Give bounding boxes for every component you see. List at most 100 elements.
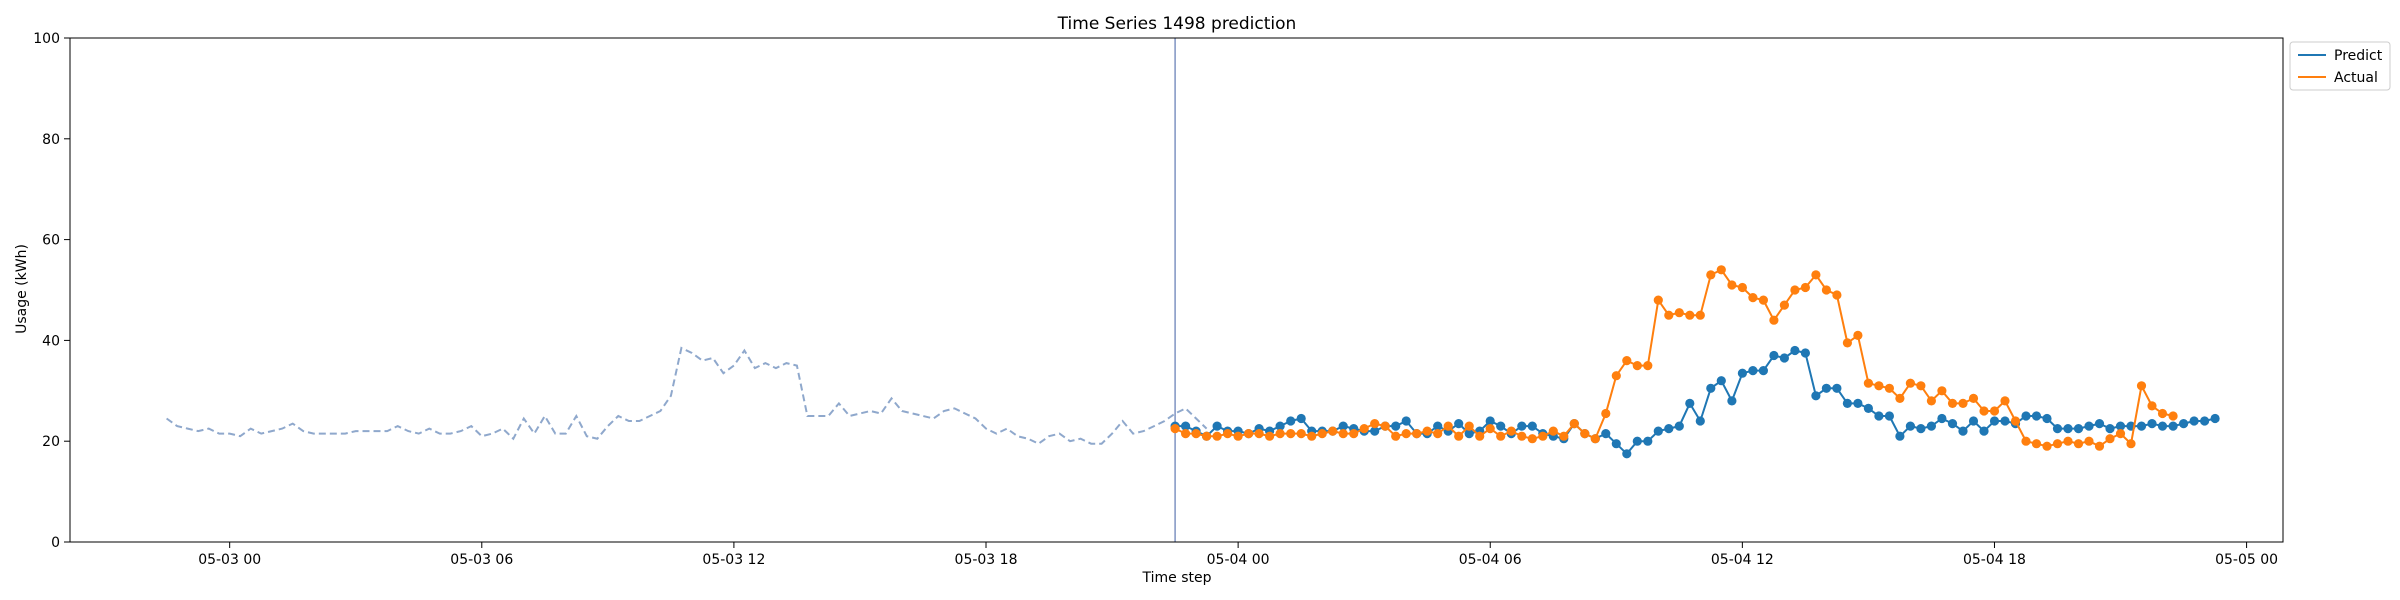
data-point	[1853, 398, 1863, 408]
data-point	[1779, 353, 1789, 363]
data-point	[1674, 421, 1684, 431]
data-point	[1632, 436, 1642, 446]
data-point	[2179, 419, 2189, 429]
data-point	[1307, 431, 1317, 441]
data-point	[1412, 429, 1422, 439]
data-point	[1947, 398, 1958, 408]
data-point	[1800, 348, 1810, 358]
data-point	[2021, 411, 2031, 421]
data-point	[1538, 431, 1548, 441]
data-point	[2157, 408, 2168, 419]
y-tick-label: 20	[42, 434, 60, 450]
data-point	[1454, 419, 1464, 429]
data-point	[1601, 429, 1611, 439]
data-point	[1601, 408, 1611, 419]
data-point	[1527, 421, 1537, 431]
data-point	[1853, 330, 1863, 340]
data-point	[2189, 416, 2199, 426]
x-tick-label: 05-03 06	[450, 552, 513, 568]
data-point	[2157, 421, 2168, 431]
data-point	[1664, 310, 1674, 320]
data-point	[2063, 436, 2073, 446]
x-axis: 05-03 00 05-03 06 05-03 12 05-03 18 05-04 00…	[198, 542, 2278, 568]
data-point	[1517, 431, 1527, 441]
data-point	[1758, 295, 1768, 305]
data-point	[2031, 411, 2042, 421]
y-tick-label: 60	[42, 233, 60, 249]
data-point	[1328, 426, 1338, 436]
data-point	[1475, 431, 1485, 441]
data-point	[1433, 429, 1443, 439]
data-point	[1895, 431, 1905, 441]
data-point	[1937, 386, 1947, 396]
data-point	[1611, 371, 1621, 381]
data-point	[1517, 421, 1527, 431]
data-point	[1632, 361, 1642, 371]
data-point	[1653, 295, 1663, 305]
data-point	[1937, 413, 1947, 424]
y-axis: 0 20 40 60 80 100	[33, 31, 70, 551]
data-point	[1706, 270, 1716, 280]
data-point	[1874, 381, 1884, 391]
data-point	[1884, 411, 1894, 421]
data-point	[1916, 381, 1926, 391]
data-point	[1685, 398, 1695, 408]
data-point	[1317, 429, 1327, 439]
data-point	[1685, 310, 1695, 320]
data-point	[1905, 421, 1915, 431]
data-point	[1244, 429, 1254, 439]
data-point	[1422, 426, 1432, 436]
data-point	[1496, 421, 1506, 431]
data-point	[2168, 421, 2178, 431]
data-point	[2084, 436, 2094, 446]
data-point	[1223, 429, 1233, 439]
data-point	[2063, 424, 2073, 434]
data-point	[1275, 429, 1285, 439]
data-point	[1916, 424, 1926, 434]
data-point	[1811, 391, 1821, 401]
data-point	[2105, 424, 2115, 434]
data-point	[1485, 416, 1495, 426]
data-point	[1296, 413, 1306, 424]
data-point	[1380, 421, 1390, 431]
data-point	[2042, 441, 2052, 451]
y-axis-label: Usage (kWh)	[14, 244, 30, 334]
data-point	[1275, 421, 1285, 431]
data-point	[1454, 431, 1464, 441]
data-point	[1370, 426, 1380, 436]
data-point	[1790, 345, 1800, 356]
data-point	[1265, 431, 1275, 441]
data-point	[1191, 429, 1201, 439]
data-point	[1391, 421, 1401, 431]
data-point	[1737, 282, 1747, 293]
data-point	[1559, 431, 1569, 441]
axes-frame	[69, 37, 2284, 543]
data-point	[2052, 439, 2063, 449]
data-point	[1622, 356, 1632, 366]
data-point	[1181, 421, 1191, 431]
data-point	[1401, 429, 1411, 439]
data-point	[1349, 429, 1359, 439]
data-point	[1181, 429, 1191, 439]
data-point	[1590, 434, 1600, 444]
data-point	[1695, 416, 1705, 426]
data-point	[1905, 378, 1915, 388]
data-point	[1433, 421, 1443, 431]
data-point	[1296, 429, 1306, 439]
data-point	[2094, 441, 2105, 451]
data-point	[1611, 439, 1621, 449]
data-point	[1286, 429, 1296, 439]
x-tick-label: 05-03 12	[702, 552, 765, 568]
data-point	[1464, 421, 1474, 431]
data-point	[1979, 426, 1989, 436]
data-point	[2115, 429, 2126, 439]
data-point	[1664, 424, 1674, 434]
data-point	[2010, 416, 2021, 426]
data-point	[2136, 381, 2147, 391]
data-point	[1359, 424, 1369, 434]
data-point	[1926, 421, 1936, 431]
data-point	[1821, 285, 1831, 295]
data-point	[1958, 426, 1968, 436]
y-tick-label: 80	[42, 132, 60, 148]
